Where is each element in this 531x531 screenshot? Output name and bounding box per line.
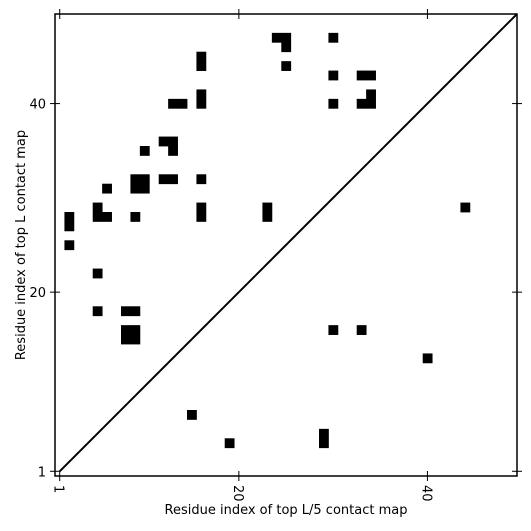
- contact-cell-top-L: [196, 98, 207, 109]
- contact-cell-top-L: [196, 174, 207, 185]
- contact-cell-top-L: [328, 98, 339, 109]
- contact-cell-top-L: [130, 306, 141, 317]
- contact-cell-top-L: [121, 334, 131, 345]
- contact-cell-top-L: [158, 136, 169, 147]
- contact-cell-top-L: [366, 70, 376, 81]
- contact-cell-top-L: [196, 89, 207, 100]
- contact-cell-top-L5: [460, 202, 471, 213]
- contact-cell-top-L: [328, 32, 339, 43]
- contact-cell-top-L5: [356, 325, 367, 335]
- contact-cell-top-L: [262, 202, 273, 213]
- contact-cell-top-L5: [422, 353, 433, 364]
- contact-cell-top-L: [196, 51, 207, 62]
- contact-cell-top-L: [366, 89, 376, 100]
- contact-cell-top-L: [121, 306, 131, 317]
- contact-cell-top-L: [328, 70, 339, 81]
- contact-cell-top-L: [64, 212, 75, 222]
- contact-cell-top-L: [121, 325, 131, 335]
- y-tick-label: 20: [29, 286, 46, 301]
- diagonal-line: [59, 13, 518, 472]
- contact-cell-top-L: [177, 98, 188, 109]
- contact-cell-top-L: [168, 146, 178, 156]
- contact-cell-top-L: [281, 61, 292, 71]
- contact-cell-top-L: [196, 202, 207, 213]
- axis-ticks: 1 20 40 1 20 40: [29, 9, 522, 502]
- contact-cell-top-L: [168, 98, 178, 109]
- contact-cell-top-L: [102, 212, 112, 222]
- plot-frame: [54, 13, 518, 477]
- contact-cell-top-L: [366, 98, 376, 109]
- contact-cell-top-L: [168, 136, 178, 147]
- contact-cell-top-L: [139, 146, 150, 156]
- contact-cell-top-L: [130, 212, 141, 222]
- contact-cell-top-L: [281, 32, 292, 43]
- upper-contact-cells: [64, 32, 376, 345]
- contact-cell-top-L: [158, 174, 169, 185]
- contact-cell-top-L: [139, 183, 150, 194]
- x-axis-label: Residue index of top L/5 contact map: [165, 503, 408, 518]
- contact-cell-top-L: [130, 325, 141, 335]
- contact-cell-top-L: [64, 221, 75, 232]
- contact-cell-top-L5: [187, 410, 197, 420]
- contact-cell-top-L: [271, 32, 282, 43]
- x-tick-label: 40: [418, 485, 433, 502]
- contact-cell-top-L5: [319, 428, 329, 439]
- x-tick-label: 1: [51, 485, 66, 493]
- contact-cell-top-L5: [328, 325, 339, 335]
- contact-cell-top-L: [196, 212, 207, 222]
- contact-cell-top-L: [196, 61, 207, 71]
- contact-cell-top-L: [92, 268, 103, 279]
- contact-cell-top-L: [92, 212, 103, 222]
- y-tick-label: 1: [38, 465, 46, 480]
- contact-cell-top-L5: [224, 438, 235, 449]
- contact-cell-top-L: [262, 212, 273, 222]
- contact-cell-top-L5: [319, 438, 329, 449]
- y-axis-label: Residue index of top L contact map: [14, 130, 29, 360]
- contact-cell-top-L: [64, 240, 75, 251]
- contact-cell-top-L: [130, 174, 141, 185]
- contact-cell-top-L: [168, 174, 178, 185]
- contact-cell-top-L: [281, 42, 292, 53]
- contact-cell-top-L: [130, 183, 141, 194]
- contact-cell-top-L: [356, 70, 367, 81]
- contact-cell-top-L: [92, 202, 103, 213]
- y-tick-label: 40: [29, 98, 46, 113]
- contact-cell-top-L: [130, 334, 141, 345]
- contact-cell-top-L: [92, 306, 103, 317]
- x-tick-label: 20: [230, 485, 245, 502]
- lower-contact-cells: [187, 202, 471, 449]
- contact-cell-top-L: [102, 183, 112, 194]
- contact-cell-top-L: [139, 174, 150, 185]
- contact-cell-top-L: [356, 98, 367, 109]
